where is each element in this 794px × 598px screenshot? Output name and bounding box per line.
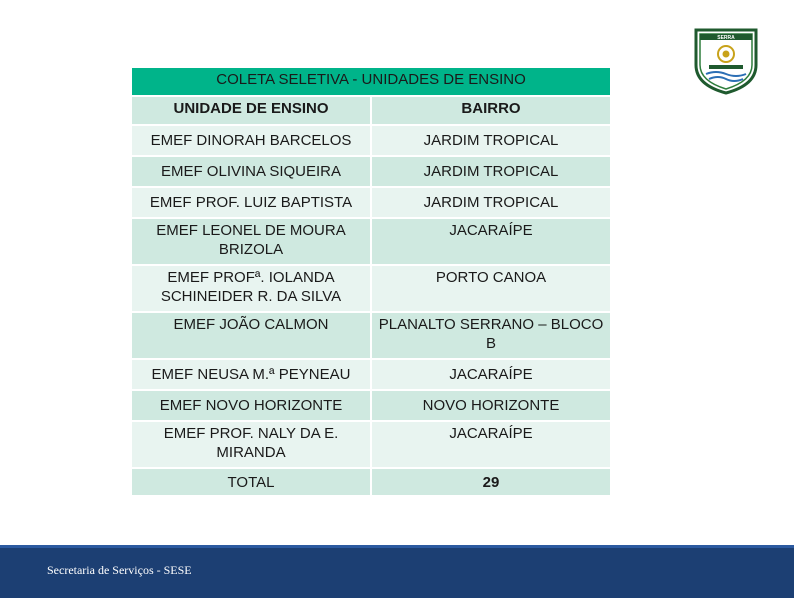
table-row: EMEF JOÃO CALMON PLANALTO SERRANO – BLOC… <box>130 311 612 360</box>
cell-unidade: EMEF JOÃO CALMON <box>130 311 372 360</box>
cell-unidade: EMEF NOVO HORIZONTE <box>130 389 372 422</box>
total-row: TOTAL 29 <box>130 467 612 497</box>
cell-bairro: NOVO HORIZONTE <box>370 389 612 422</box>
cell-unidade: EMEF OLIVINA SIQUEIRA <box>130 155 372 188</box>
total-label: TOTAL <box>130 467 372 497</box>
crest-text: SERRA <box>717 35 735 41</box>
cell-unidade: EMEF PROF. NALY DA E. MIRANDA <box>130 420 372 469</box>
total-value: 29 <box>370 467 612 497</box>
header-bairro: BAIRRO <box>370 95 612 126</box>
cell-bairro: JACARAÍPE <box>370 358 612 391</box>
cell-bairro: PORTO CANOA <box>370 264 612 313</box>
table-row: EMEF NOVO HORIZONTE NOVO HORIZONTE <box>130 389 612 422</box>
header-unidade: UNIDADE DE ENSINO <box>130 95 372 126</box>
serra-city-crest-icon: SERRA <box>694 28 758 95</box>
schools-table: COLETA SELETIVA - UNIDADES DE ENSINO UNI… <box>130 66 612 497</box>
cell-unidade: EMEF NEUSA M.ª PEYNEAU <box>130 358 372 391</box>
table-row: EMEF DINORAH BARCELOS JARDIM TROPICAL <box>130 124 612 157</box>
cell-bairro: JARDIM TROPICAL <box>370 124 612 157</box>
table-row: EMEF NEUSA M.ª PEYNEAU JACARAÍPE <box>130 358 612 391</box>
table-row: EMEF PROF. NALY DA E. MIRANDA JACARAÍPE <box>130 420 612 469</box>
cell-bairro: PLANALTO SERRANO – BLOCO B <box>370 311 612 360</box>
cell-bairro: JARDIM TROPICAL <box>370 155 612 188</box>
cell-unidade: EMEF PROF. LUIZ BAPTISTA <box>130 186 372 219</box>
footer-bar: Secretaria de Serviços - SESE <box>0 545 794 598</box>
table-title: COLETA SELETIVA - UNIDADES DE ENSINO <box>130 66 612 97</box>
cell-unidade: EMEF LEONEL DE MOURA BRIZOLA <box>130 217 372 266</box>
cell-bairro: JACARAÍPE <box>370 217 612 266</box>
table-row: EMEF PROFª. IOLANDA SCHINEIDER R. DA SIL… <box>130 264 612 313</box>
footer-text: Secretaria de Serviços - SESE <box>47 563 192 577</box>
table-row: EMEF OLIVINA SIQUEIRA JARDIM TROPICAL <box>130 155 612 188</box>
cell-unidade: EMEF PROFª. IOLANDA SCHINEIDER R. DA SIL… <box>130 264 372 313</box>
cell-bairro: JARDIM TROPICAL <box>370 186 612 219</box>
cell-bairro: JACARAÍPE <box>370 420 612 469</box>
cell-unidade: EMEF DINORAH BARCELOS <box>130 124 372 157</box>
table-row: EMEF PROF. LUIZ BAPTISTA JARDIM TROPICAL <box>130 186 612 219</box>
table-row: EMEF LEONEL DE MOURA BRIZOLA JACARAÍPE <box>130 217 612 266</box>
